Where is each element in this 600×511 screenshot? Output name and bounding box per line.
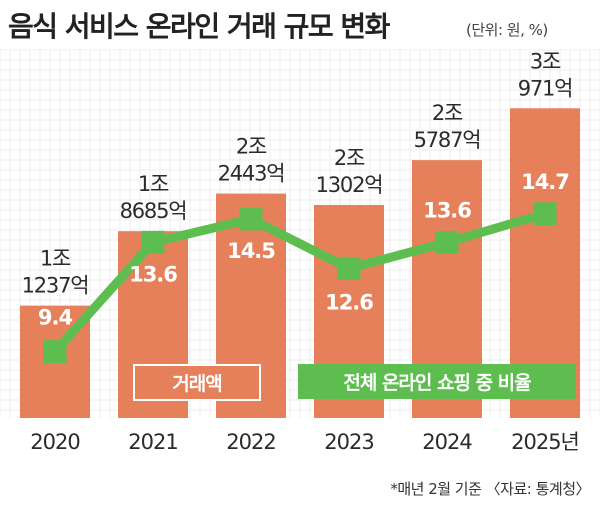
bar-label-top-4: 2조 — [432, 101, 463, 125]
bar-label-bottom-0: 1237억 — [22, 274, 89, 298]
legend-bar-box — [133, 364, 261, 401]
ratio-label-3: 12.6 — [325, 290, 373, 314]
x-axis: 2020 2021 2022 2023 2024 2025년 — [30, 430, 580, 454]
x-tick-4: 2024 — [422, 430, 472, 454]
legend-line-label: 전체 온라인 쇼핑 중 비율 — [343, 372, 531, 394]
ratio-point-0 — [43, 340, 67, 364]
bar-labels: 1조 1237억 1조 8685억 2조 2443억 2조 1302억 2조 5787억 3조 971… — [22, 49, 574, 298]
ratio-point-1 — [141, 230, 165, 254]
bar-label-bottom-4: 5787억 — [414, 128, 481, 152]
ratio-label-4: 13.6 — [423, 198, 471, 222]
ratio-point-4 — [435, 230, 459, 254]
x-tick-1: 2021 — [128, 430, 177, 454]
legend-line-box — [298, 364, 576, 399]
ratio-point-2 — [239, 207, 263, 231]
bar-label-top-0: 1조 — [40, 247, 71, 271]
legend-line: 전체 온라인 쇼핑 중 비율 — [298, 364, 576, 399]
x-tick-3: 2023 — [324, 430, 373, 454]
unit-label: (단위: 원, %) — [466, 21, 548, 39]
bar-label-top-1: 1조 — [138, 172, 169, 196]
ratio-point-5 — [533, 202, 557, 226]
ratio-label-1: 13.6 — [129, 262, 177, 286]
chart-title: 음식 서비스 온라인 거래 규모 변화 — [8, 10, 391, 43]
bar-label-top-5: 3조 — [530, 49, 561, 73]
x-tick-2: 2022 — [226, 430, 275, 454]
x-tick-5: 2025년 — [511, 430, 579, 454]
source-note: *매년 2월 기준 〈자료: 통계청〉 — [390, 480, 590, 498]
ratio-label-5: 14.7 — [521, 170, 569, 194]
ratio-polyline — [50, 209, 550, 357]
bar-label-bottom-5: 971억 — [518, 76, 573, 100]
x-tick-0: 2020 — [30, 430, 79, 454]
bar-label-bottom-2: 2443억 — [218, 162, 285, 186]
bar-label-top-2: 2조 — [236, 135, 267, 159]
ratio-label-0: 9.4 — [38, 306, 73, 330]
ratio-label-2: 14.5 — [227, 239, 275, 263]
legend-bar-label: 거래액 — [172, 373, 221, 395]
ratio-point-3 — [337, 256, 361, 280]
bar-label-bottom-3: 1302억 — [316, 173, 383, 197]
bar-label-top-3: 2조 — [334, 146, 365, 170]
ratio-line — [43, 202, 557, 364]
legend-bar: 거래액 — [133, 364, 261, 401]
bar-label-bottom-1: 8685억 — [120, 199, 187, 223]
ratio-labels: 9.4 13.6 14.5 12.6 13.6 14.7 — [38, 170, 570, 330]
